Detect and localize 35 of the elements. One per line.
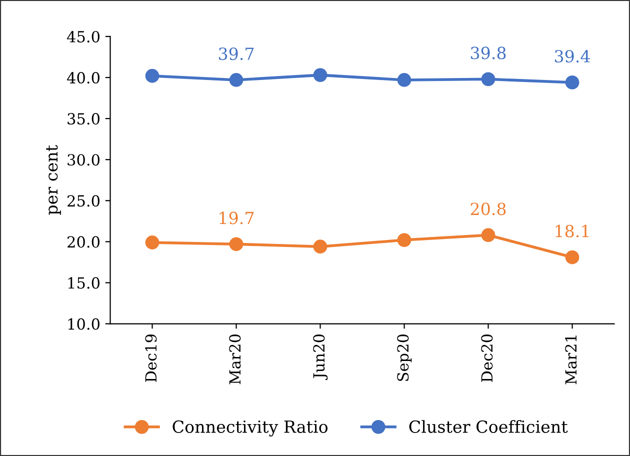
data-label: 39.7 bbox=[218, 47, 254, 60]
y-tick-label: 35.0 bbox=[68, 113, 100, 125]
point bbox=[145, 236, 160, 250]
x-tick-label: Dec20 bbox=[481, 334, 493, 382]
point bbox=[397, 233, 412, 247]
y-tick-label: 20.0 bbox=[68, 236, 100, 248]
point bbox=[313, 240, 328, 254]
x-tick-label: Jun20 bbox=[313, 334, 328, 380]
y-tick-label: 15.0 bbox=[68, 277, 100, 289]
point bbox=[313, 68, 328, 82]
point bbox=[481, 228, 496, 242]
y-tick-label: 25.0 bbox=[68, 195, 100, 207]
legend-label: Cluster Coefficient bbox=[409, 420, 568, 433]
data-label: 39.8 bbox=[470, 46, 506, 60]
y-tick-label: 45.0 bbox=[66, 30, 100, 42]
x-tick-label: Mar21 bbox=[565, 336, 577, 384]
data-label: 18.1 bbox=[556, 224, 588, 238]
data-label: 19.7 bbox=[220, 212, 254, 224]
data-label: 39.4 bbox=[554, 50, 590, 63]
point bbox=[565, 250, 580, 264]
point bbox=[229, 237, 244, 252]
x-tick-label: Dec19 bbox=[145, 334, 157, 382]
y-axis-title: per cent bbox=[46, 145, 61, 215]
x-tick-label: Sep20 bbox=[397, 334, 412, 381]
y-tick-label: 40.0 bbox=[66, 72, 100, 84]
point bbox=[565, 76, 580, 90]
x-tick-label: Mar20 bbox=[229, 334, 241, 384]
point bbox=[145, 68, 160, 83]
y-tick-label: 30.0 bbox=[68, 154, 100, 166]
y-tick-label: 10.0 bbox=[68, 318, 100, 330]
point bbox=[397, 73, 412, 87]
data-label: 20.8 bbox=[470, 202, 506, 216]
point bbox=[229, 73, 244, 87]
point bbox=[481, 72, 496, 86]
legend-label: Connectivity Ratio bbox=[172, 420, 328, 436]
